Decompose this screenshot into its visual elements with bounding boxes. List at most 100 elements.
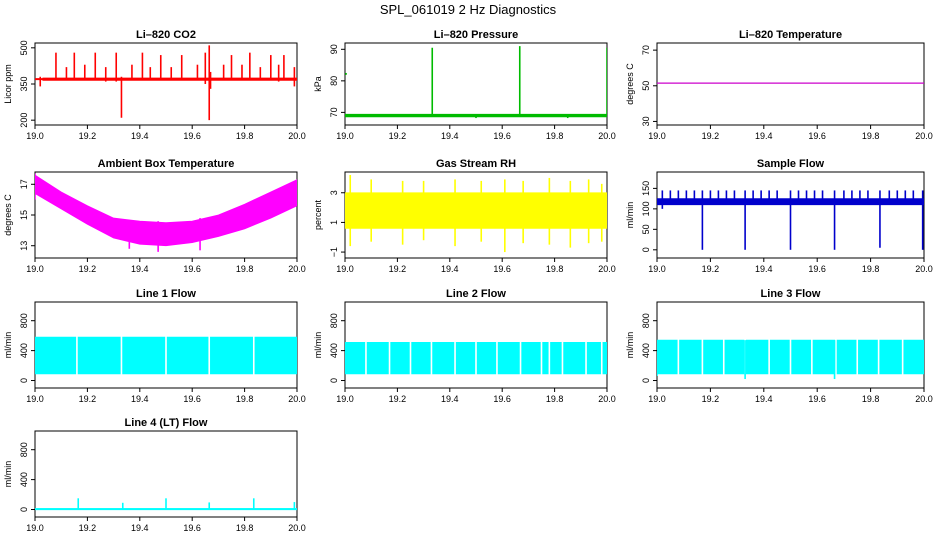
y-tick-label: 400 [641,343,651,358]
x-tick-label: 19.8 [862,394,880,404]
series-line4 [35,498,297,511]
x-tick-label: 20.0 [915,264,933,274]
panel-title: Line 2 Flow [446,288,506,300]
plot-frame [34,430,298,518]
plot-frame [656,171,925,259]
panel-title: Li–820 Temperature [739,29,842,41]
x-tick-label: 19.0 [26,131,44,141]
y-axis-label: percent [313,199,323,230]
panel-title: Li–820 Pressure [434,29,518,41]
x-tick-label: 19.8 [546,264,564,274]
x-tick-label: 19.2 [79,131,97,141]
x-tick-label: 19.6 [808,131,826,141]
x-tick-label: 19.8 [862,131,880,141]
x-tick-label: 19.6 [808,394,826,404]
x-tick-label: 19.8 [236,264,254,274]
series-pressure [345,46,607,119]
panel-line4: Line 4 (LT) Flow ml/min 19.0 19.2 19.4 19.6 19… [3,417,306,533]
series-line2 [345,303,607,387]
y-tick-label: 800 [19,313,29,328]
x-tick-label: 19.4 [131,264,149,274]
figure-title: SPL_061019 2 Hz Diagnostics [379,2,557,17]
series-rh [345,174,607,253]
y-tick-label: 70 [641,45,651,55]
x-tick-label: 19.0 [648,394,666,404]
x-tick-label: 19.8 [236,394,254,404]
panel-line3: Line 3 Flow ml/min 19.0 19.2 19.4 19.6 19.8 20.… [625,288,933,404]
series-line3 [657,303,924,387]
x-tick-label: 19.2 [79,523,97,533]
y-tick-label: 500 [19,40,29,55]
x-tick-label: 19.6 [493,131,511,141]
x-tick-label: 19.4 [755,394,773,404]
y-tick-label: 200 [19,113,29,128]
panel-title: Gas Stream RH [436,158,516,170]
y-axis-label: kPa [313,76,323,92]
panel-title: Sample Flow [757,158,825,170]
x-tick-label: 19.4 [755,264,773,274]
y-tick-label: 50 [641,224,651,234]
plot-frame [656,42,925,126]
x-tick-label: 20.0 [288,394,306,404]
panel-rh: Gas Stream RH percent 19.0 19.2 19.4 19.6 19.8… [313,158,616,274]
y-tick-label: 0 [641,247,651,252]
y-tick-label: 0 [19,378,29,383]
plot-frame [344,42,608,126]
panel-title: Ambient Box Temperature [98,158,235,170]
y-tick-label: −1 [329,247,339,257]
y-tick-label: 13 [19,241,29,251]
x-tick-label: 19.6 [183,131,201,141]
series-co2 [35,45,297,121]
y-axis-label: ml/min [3,461,13,488]
x-tick-label: 19.0 [26,394,44,404]
x-tick-label: 19.6 [183,264,201,274]
y-tick-label: 350 [19,76,29,91]
series-band [345,192,607,229]
y-tick-label: 0 [641,378,651,383]
x-tick-label: 19.6 [183,394,201,404]
x-tick-label: 20.0 [288,131,306,141]
x-tick-label: 19.4 [131,394,149,404]
x-tick-label: 19.0 [336,264,354,274]
x-tick-label: 19.0 [648,131,666,141]
y-axis-label: ml/min [625,332,635,359]
y-tick-label: 400 [19,472,29,487]
y-tick-label: 0 [329,378,339,383]
series-box-temp [35,173,297,252]
y-tick-label: 800 [329,313,339,328]
y-axis-label: ml/min [625,202,635,229]
x-tick-label: 19.0 [26,264,44,274]
panel-box-temp: Ambient Box Temperature degrees C 19.0 19.2… [3,158,306,274]
x-tick-label: 19.2 [389,131,407,141]
x-tick-label: 19.2 [79,264,97,274]
x-tick-label: 19.4 [131,523,149,533]
x-tick-label: 20.0 [288,523,306,533]
y-tick-label: 3 [329,190,339,195]
y-tick-label: 400 [329,343,339,358]
x-tick-label: 20.0 [598,394,616,404]
y-tick-label: 15 [19,210,29,220]
y-tick-label: 70 [329,107,339,117]
x-tick-label: 19.6 [493,394,511,404]
panel-sample-flow: Sample Flow ml/min 19.0 19.2 19.4 19.6 19.8 20.… [625,158,933,274]
panel-line2: Line 2 Flow ml/min 19.0 19.2 19.4 19.6 19.8 20.… [313,288,616,404]
panel-co2: Li–820 CO2 Licor ppm 19.0 19.2 19.4 19.6 19.8 2… [3,29,306,141]
x-tick-label: 19.2 [389,394,407,404]
y-axis-label: ml/min [313,332,323,359]
x-tick-label: 19.2 [389,264,407,274]
panel-title: Line 3 Flow [761,288,821,300]
y-tick-label: 90 [329,44,339,54]
panel-line1: Line 1 Flow ml/min 19.0 19.2 19.4 19.6 19.8 20.… [3,288,306,404]
x-tick-label: 19.2 [702,131,720,141]
x-tick-label: 20.0 [915,394,933,404]
y-axis-label: degrees C [3,194,13,236]
x-tick-label: 19.6 [493,264,511,274]
x-tick-label: 19.6 [808,264,826,274]
x-tick-label: 20.0 [288,264,306,274]
x-tick-label: 19.0 [336,394,354,404]
x-tick-label: 20.0 [598,264,616,274]
x-tick-label: 19.8 [236,131,254,141]
panel-title: Li–820 CO2 [136,29,196,41]
x-tick-label: 19.8 [546,131,564,141]
